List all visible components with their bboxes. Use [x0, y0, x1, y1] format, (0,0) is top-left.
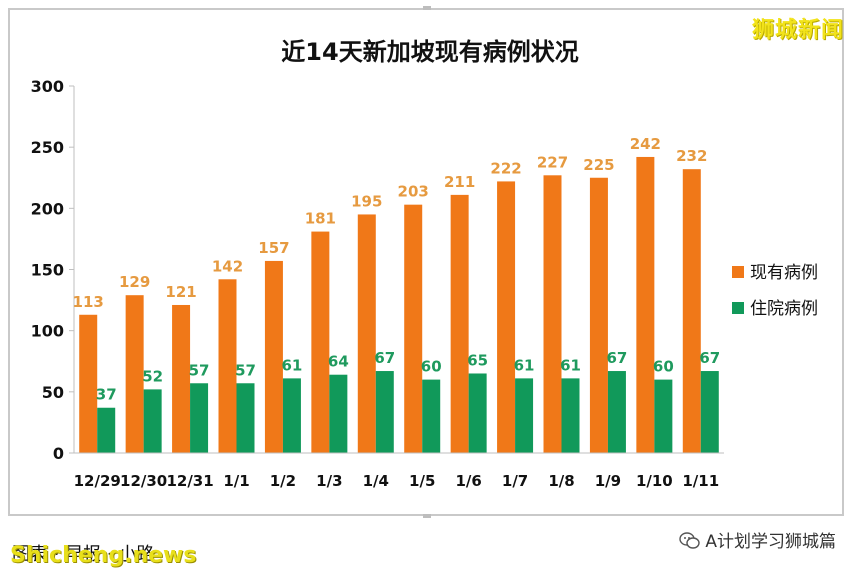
- bar-hospitalized: [422, 379, 441, 453]
- site-watermark: Shicheng.news: [10, 543, 197, 568]
- bar-hospitalized: [468, 373, 487, 453]
- wechat-account-name: A计划学习狮城篇: [705, 532, 836, 552]
- y-tick-label: 150: [31, 261, 64, 280]
- bar-hospitalized: [97, 407, 116, 453]
- bar-existing: [311, 231, 330, 453]
- data-label-existing: 203: [398, 183, 429, 201]
- x-tick-label: 1/3: [316, 472, 342, 490]
- bar-existing: [497, 181, 516, 454]
- bar-existing: [543, 175, 562, 453]
- data-label-existing: 113: [73, 293, 104, 311]
- data-label-hospitalized: 64: [328, 353, 349, 371]
- bar-hospitalized: [190, 383, 209, 453]
- data-label-hospitalized: 60: [421, 358, 442, 376]
- bar-existing: [404, 204, 423, 453]
- x-tick-label: 1/2: [270, 472, 296, 490]
- y-tick-label: 200: [31, 199, 64, 218]
- data-label-hospitalized: 57: [189, 361, 210, 379]
- data-label-hospitalized: 61: [514, 356, 535, 374]
- legend-swatch-existing: [732, 266, 744, 278]
- y-axis: 0 50 100 150 200 250 300: [31, 77, 75, 463]
- x-axis: 12/29 12/30 12/31 1/1 1/2 1/3 1/4 1/5 1/6 1/7 1/8 1…: [74, 452, 724, 490]
- resize-handle-bottom[interactable]: [423, 514, 431, 518]
- data-label-existing: 142: [212, 257, 243, 275]
- bar-hospitalized: [143, 389, 162, 453]
- data-label-hospitalized: 60: [653, 358, 674, 376]
- data-label-existing: 211: [444, 173, 475, 191]
- chart-frame: 近14天新加坡现有病例状况 0 50 100 150 200 250 300 113 37 12…: [8, 8, 844, 516]
- data-label-existing: 129: [119, 273, 150, 291]
- data-label-existing: 227: [537, 153, 568, 171]
- data-label-hospitalized: 57: [235, 361, 256, 379]
- data-label-hospitalized: 61: [560, 356, 581, 374]
- data-label-hospitalized: 61: [281, 356, 302, 374]
- watermark-logo: 狮城新闻: [751, 18, 844, 43]
- bar-hospitalized: [654, 379, 673, 453]
- y-tick-label: 250: [31, 138, 64, 157]
- wechat-source: A计划学习狮城篇: [679, 527, 836, 552]
- x-tick-label: 1/7: [502, 472, 528, 490]
- bar-hospitalized: [561, 378, 580, 453]
- bar-hospitalized: [282, 378, 301, 453]
- bar-hospitalized: [329, 374, 348, 453]
- x-tick-label: 1/1: [223, 472, 249, 490]
- bar-existing: [125, 295, 144, 453]
- legend-swatch-hospitalized: [732, 302, 744, 314]
- data-label-existing: 121: [165, 283, 196, 301]
- x-tick-label: 1/6: [455, 472, 481, 490]
- bar-hospitalized: [700, 371, 719, 453]
- footer-credit: 图表 · 早报 · 小路: [12, 544, 155, 565]
- data-label-existing: 181: [305, 210, 336, 228]
- data-label-hospitalized: 52: [142, 367, 163, 385]
- x-tick-label: 12/31: [166, 472, 213, 490]
- x-tick-label: 1/10: [636, 472, 673, 490]
- x-tick-label: 1/8: [548, 472, 574, 490]
- bar-existing: [589, 177, 608, 453]
- chart-title: 近14天新加坡现有病例状况: [281, 38, 578, 66]
- bar-hospitalized: [236, 383, 255, 453]
- data-label-existing: 157: [258, 239, 289, 257]
- bar-existing: [218, 279, 237, 453]
- bar-existing: [172, 304, 191, 453]
- x-tick-label: 1/11: [682, 472, 719, 490]
- data-label-existing: 225: [583, 156, 614, 174]
- x-tick-label: 12/30: [120, 472, 167, 490]
- x-tick-label: 1/5: [409, 472, 435, 490]
- bar-hospitalized: [607, 371, 626, 453]
- y-tick-label: 0: [53, 444, 64, 463]
- bar-existing: [450, 194, 469, 454]
- bar-existing: [357, 214, 376, 453]
- bar-existing: [264, 260, 283, 453]
- bars: 113 37 129 52 121 57 142 57 157 61 181 64 195 67 203 60…: [73, 135, 720, 454]
- bar-chart: 近14天新加坡现有病例状况 0 50 100 150 200 250 300 113 37 12…: [31, 38, 818, 490]
- resize-handle-top[interactable]: [423, 6, 431, 10]
- x-tick-label: 1/9: [595, 472, 621, 490]
- bar-hospitalized: [515, 378, 534, 453]
- y-tick-label: 50: [42, 383, 64, 402]
- data-label-hospitalized: 65: [467, 351, 488, 369]
- data-label-hospitalized: 67: [606, 349, 627, 367]
- data-label-hospitalized: 67: [699, 349, 720, 367]
- data-label-hospitalized: 67: [374, 349, 395, 367]
- bar-existing: [79, 314, 98, 453]
- y-tick-label: 100: [31, 322, 64, 341]
- legend-label-existing: 现有病例: [750, 263, 818, 283]
- data-label-existing: 195: [351, 192, 382, 210]
- data-label-existing: 242: [630, 135, 661, 153]
- bar-hospitalized: [375, 371, 394, 453]
- y-tick-label: 300: [31, 77, 64, 96]
- data-label-hospitalized: 37: [96, 386, 117, 404]
- x-tick-label: 12/29: [74, 472, 121, 490]
- wechat-icon: [679, 532, 701, 549]
- x-tick-label: 1/4: [363, 472, 389, 490]
- legend-label-hospitalized: 住院病例: [750, 299, 818, 319]
- bar-existing: [682, 169, 701, 454]
- data-label-existing: 222: [490, 159, 521, 177]
- data-label-existing: 232: [676, 147, 707, 165]
- bar-existing: [636, 156, 655, 453]
